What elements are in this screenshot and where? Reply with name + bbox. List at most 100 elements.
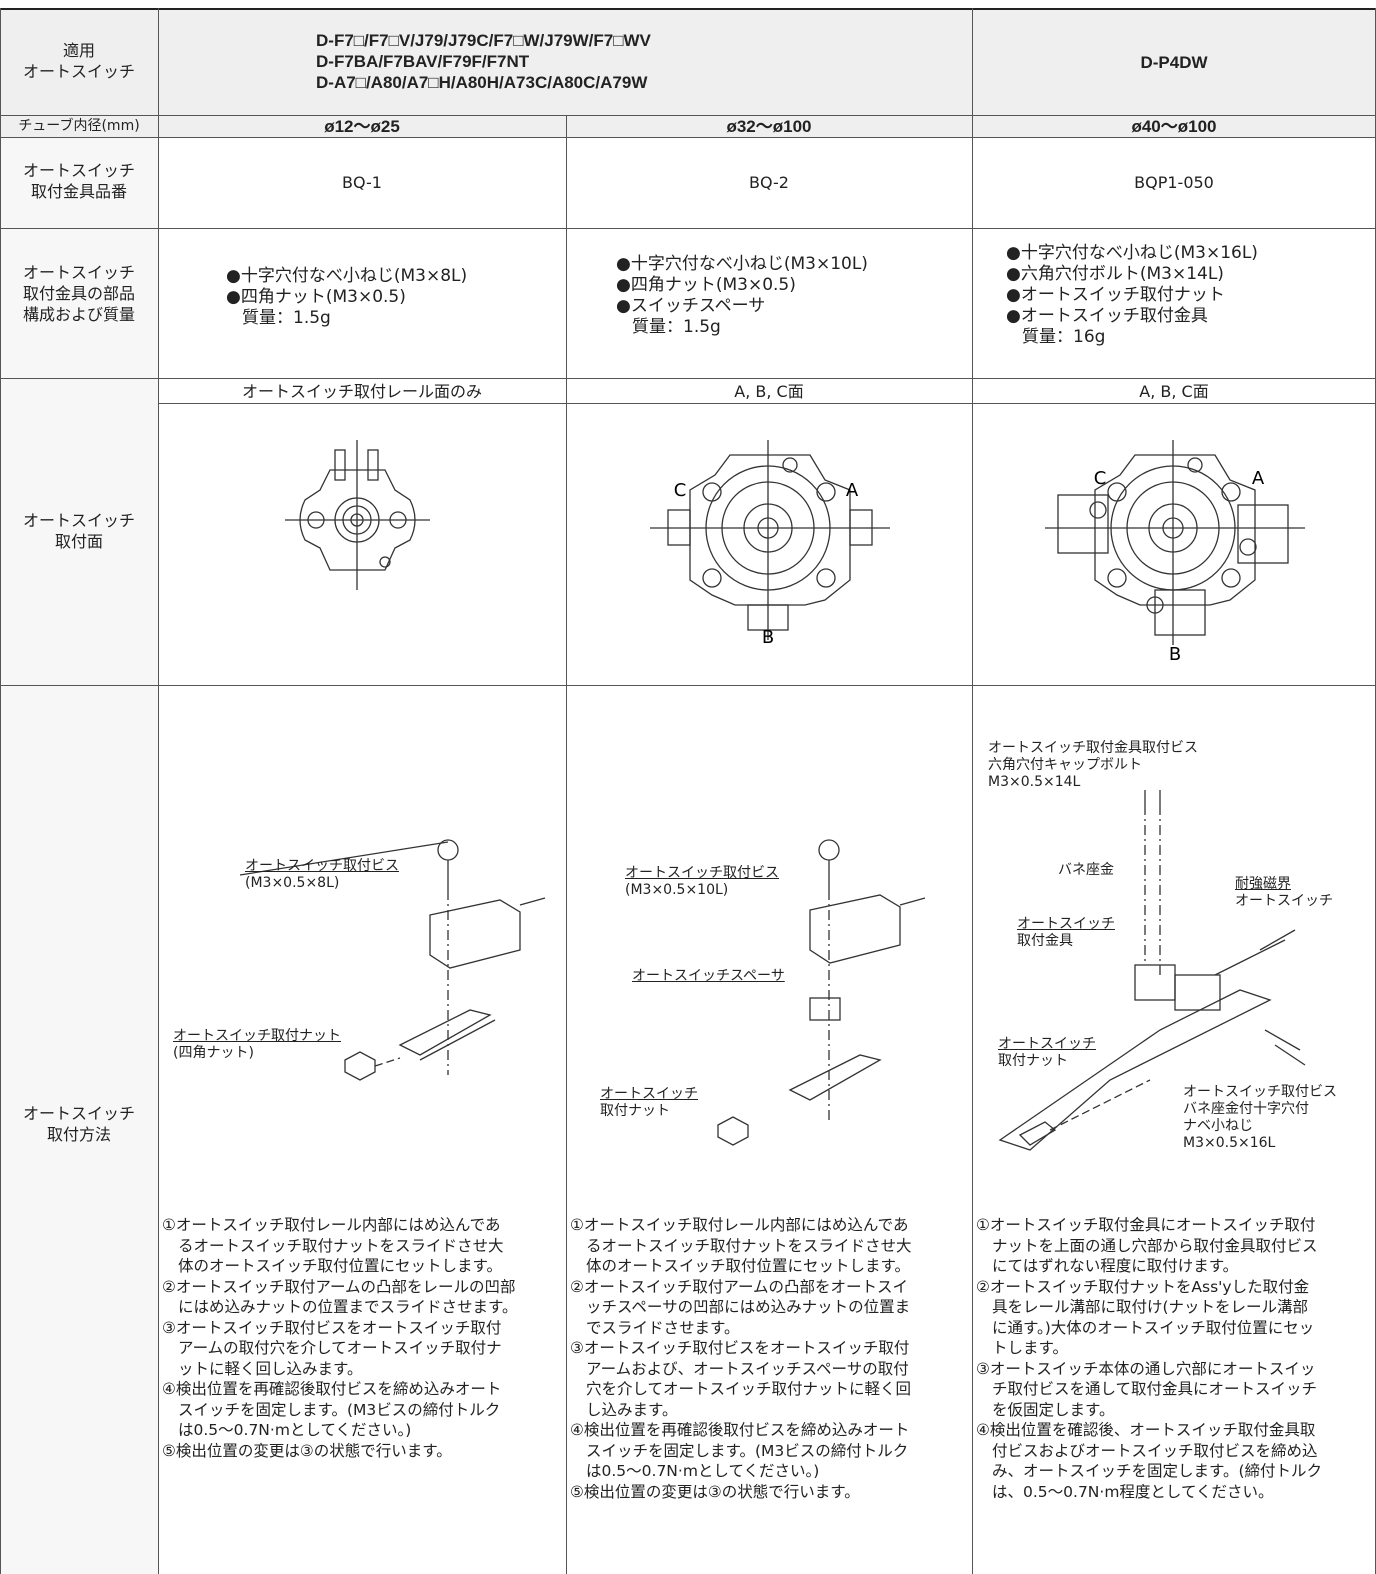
text-line: スイッチを固定します。(M3ビスの締付トルク (178, 1400, 501, 1419)
switch-models: D-F7□/F7□V/J79/J79C/F7□W/J79W/F7□WV D-F7B… (316, 30, 651, 93)
text-line: オートスイッチ (22, 161, 135, 180)
text-line: るオートスイッチ取付ナットをスライドさせ大 (586, 1236, 912, 1255)
text-line: オートスイッチ (22, 263, 135, 282)
callout: 耐強磁界 オートスイッチ (1235, 876, 1333, 910)
row-label: 適用 オートスイッチ (0, 40, 158, 82)
text-line: オートスイッチ (1017, 916, 1115, 932)
text-line: ②オートスイッチ取付アームの凸部をレールの凹部 (162, 1277, 516, 1296)
text-line: バネ座金 (1058, 862, 1114, 878)
text-line: 耐強磁界 (1235, 876, 1291, 892)
text-line: ●オートスイッチ取付金具 (1006, 306, 1208, 326)
row-label: オートスイッチ 取付金具品番 (0, 160, 158, 202)
text-line: 取付金具の部品 (22, 284, 135, 303)
text-line: にてはずれない程度に取付けます。 (992, 1257, 1239, 1275)
text-line: 質量：16g (1022, 327, 1106, 347)
row-label: チューブ内径(mm) (18, 118, 140, 134)
step: ④検出位置を再確認後取付ビスを締め込みオート スイッチを固定します。(M3ビスの締… (162, 1379, 517, 1441)
rule (0, 137, 1376, 138)
drawing (650, 440, 890, 640)
text-line: 取付金具品番 (30, 182, 127, 201)
text-line: ッチスペーサの凹部にはめ込みナットの位置ま (586, 1298, 911, 1316)
drawing (239, 790, 1306, 1151)
drawing (285, 440, 430, 590)
text-line: (四角ナット) (173, 1045, 254, 1061)
text-line: ●十字穴付なべ小ねじ(M3×8L) (226, 266, 468, 286)
text-line: M3×0.5×14L (988, 774, 1081, 790)
text-line: ●四角ナット(M3×0.5) (226, 287, 406, 307)
text-line: ⑤検出位置の変更は③の状態で行います。 (570, 1482, 860, 1501)
text-line: ③オートスイッチ取付ビスをオートスイッチ取付 (162, 1318, 502, 1337)
text-line: ●四角ナット(M3×0.5) (616, 275, 796, 295)
component-list: ●十字穴付なべ小ねじ(M3×10L) ●四角ナット(M3×0.5) ●スイッチスペー… (616, 254, 868, 338)
text-line: アームの取付穴を介してオートスイッチ取付ナ (178, 1339, 502, 1357)
text-line: オートスイッチ取付ナット (173, 1028, 341, 1044)
step: ⑤検出位置の変更は③の状態で行います。 (162, 1441, 517, 1462)
callout: オートスイッチスペーサ (632, 968, 785, 985)
text-line: ③オートスイッチ取付ビスをオートスイッチ取付 (570, 1339, 910, 1357)
text-line: ④検出位置を確認後、オートスイッチ取付金具取 (976, 1421, 1316, 1439)
text-line: 質量：1.5g (242, 308, 331, 328)
text-line: D-F7□/F7□V/J79/J79C/F7□W/J79W/F7□WV (316, 31, 651, 50)
text-line: オートスイッチ (1235, 893, 1333, 909)
text-line: ナベ小ねじ (1183, 1118, 1253, 1134)
text-line: ②オートスイッチ取付ナットをAss'yした取付金 (976, 1277, 1310, 1296)
text-line: 取付面 (54, 532, 103, 551)
rule (0, 685, 1376, 686)
text-line: オートスイッチ (22, 1104, 135, 1123)
surface-marker: A (1252, 468, 1265, 489)
part-number: BQP1-050 (1134, 173, 1214, 192)
text-line: ●スイッチスペーサ (616, 296, 766, 316)
step: ①オートスイッチ取付レール内部にはめ込んであ るオートスイッチ取付ナットをスライド… (162, 1215, 517, 1277)
rule (0, 115, 1376, 116)
text-line: ①オートスイッチ取付レール内部にはめ込んであ (570, 1216, 909, 1234)
step: ②オートスイッチ取付ナットをAss'yした取付金 具をレール溝部に取付け(ナットを… (976, 1277, 1322, 1359)
callout: オートスイッチ取付金具取付ビス 六角穴付キャップボルト M3×0.5×14L (988, 740, 1198, 791)
rule (158, 8, 159, 1574)
text-line: にはめ込みナットの位置までスライドさせます。 (178, 1298, 518, 1316)
text-line: し込みます。 (586, 1400, 678, 1419)
callout: バネ座金 (1058, 862, 1114, 879)
text-line: は0.5～0.7N·mとしてください。) (178, 1421, 412, 1439)
text-line: 穴を介してオートスイッチ取付ナットに軽く回 (586, 1380, 912, 1398)
switch-model: D-P4DW (1140, 53, 1208, 72)
steps: ①オートスイッチ取付金具にオートスイッチ取付 ナットを上面の通し穴部から取付金具取… (976, 1215, 1322, 1502)
text-line: ットに軽く回し込みます。 (178, 1359, 363, 1378)
bore: ø12～ø25 (324, 117, 400, 136)
text-line: ●十字穴付なべ小ねじ(M3×10L) (616, 254, 868, 274)
callout: オートスイッチ 取付ナット (600, 1086, 698, 1120)
text-line: 付ビスおよびオートスイッチ取付ビスを締め込 (992, 1441, 1318, 1460)
text-line: ⑤検出位置の変更は③の状態で行います。 (162, 1441, 452, 1460)
surface-marker: C (1094, 468, 1107, 489)
step: ③オートスイッチ取付ビスをオートスイッチ取付アームおよび、オートスイッチスペーサ… (570, 1338, 912, 1420)
part-number: BQ-2 (749, 173, 789, 192)
callout: オートスイッチ取付ナット (四角ナット) (173, 1028, 341, 1062)
text-line: ③オートスイッチ本体の通し穴部にオートスイッ (976, 1359, 1316, 1378)
text-line: アームおよび、オートスイッチスペーサの取付 (586, 1359, 909, 1378)
part-number: BQ-1 (342, 173, 382, 192)
callout: オートスイッチ取付ビス (M3×0.5×8L) (245, 858, 399, 892)
text-line: オートスイッチ (22, 62, 135, 81)
step: ②オートスイッチ取付アームの凸部をオートスイ ッチスペーサの凹部にはめ込みナットの… (570, 1277, 912, 1339)
rule (566, 115, 567, 1574)
rule (0, 378, 1376, 379)
text-line: 構成および質量 (22, 305, 135, 324)
row-label: オートスイッチ 取付面 (0, 510, 158, 552)
steps: ①オートスイッチ取付レール内部にはめ込んであるオートスイッチ取付ナットをスライド… (570, 1215, 912, 1502)
step: ③オートスイッチ本体の通し穴部にオートスイッチ取付ビスを通して取付金具にオートス… (976, 1359, 1322, 1421)
text-line: ①オートスイッチ取付金具にオートスイッチ取付 (976, 1216, 1316, 1234)
surface-marker: C (674, 480, 687, 501)
step: ④検出位置を確認後、オートスイッチ取付金具取付ビスおよびオートスイッチ取付ビスを… (976, 1420, 1322, 1502)
text-line: M3×0.5×16L (1183, 1135, 1276, 1151)
text-line: チ取付ビスを通して取付金具にオートスイッチ (992, 1380, 1318, 1398)
label-bg (0, 137, 158, 1574)
bore: ø40～ø100 (1131, 117, 1217, 136)
step: ①オートスイッチ取付レール内部にはめ込んであるオートスイッチ取付ナットをスライド… (570, 1215, 912, 1277)
text-line: オートスイッチスペーサ (632, 968, 785, 984)
text-line: 体のオートスイッチ取付位置にセットします。 (178, 1257, 502, 1275)
text-line: ①オートスイッチ取付レール内部にはめ込んであ (162, 1216, 501, 1234)
surface-marker: B (1169, 644, 1181, 665)
step: ①オートスイッチ取付金具にオートスイッチ取付 ナットを上面の通し穴部から取付金具取… (976, 1215, 1322, 1277)
bore: ø32～ø100 (726, 117, 812, 136)
text-line: 取付ナット (600, 1103, 670, 1119)
